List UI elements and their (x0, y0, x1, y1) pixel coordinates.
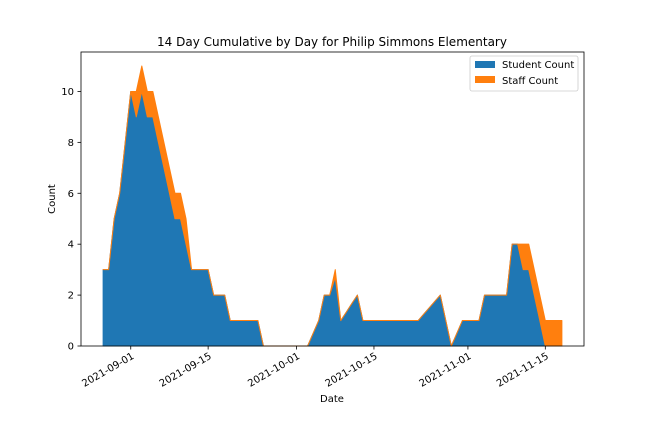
y-tick-label: 0 (68, 342, 74, 353)
y-tick-label: 4 (68, 240, 74, 251)
y-axis: 0 2 4 6 8 10 (61, 87, 81, 353)
plot-frame (80, 51, 585, 347)
x-axis-label: Date (320, 394, 344, 405)
legend-entry-staff: Staff Count (475, 76, 558, 87)
area-student-count (102, 90, 563, 347)
chart-title: 14 Day Cumulative by Day for Philip Simm… (157, 35, 507, 49)
y-tick-label: 10 (61, 87, 74, 98)
x-tick-label: 2021-11-01 (418, 351, 474, 390)
y-tick-label: 2 (68, 291, 74, 302)
legend: Student Count Staff Count (469, 55, 579, 92)
x-tick-label: 2021-10-15 (324, 351, 380, 390)
area-staff-count (102, 65, 563, 347)
legend-box (469, 55, 579, 92)
y-axis-label: Count (47, 184, 58, 214)
legend-label-staff: Staff Count (502, 76, 558, 87)
plot-areas (102, 65, 563, 347)
x-tick-label: 2021-09-01 (80, 351, 136, 390)
legend-entry-student: Student Count (475, 60, 574, 71)
y-tick-label: 8 (68, 138, 74, 149)
x-axis: 2021-09-01 2021-09-15 2021-10-01 2021-10-15… (80, 346, 551, 390)
x-tick-label: 2021-09-15 (158, 351, 214, 390)
legend-swatch-staff (475, 76, 495, 83)
x-tick-label: 2021-10-01 (246, 351, 302, 390)
legend-label-student: Student Count (502, 60, 574, 71)
y-tick-label: 6 (68, 189, 74, 200)
x-tick-label: 2021-11-15 (495, 351, 551, 390)
legend-swatch-student (475, 61, 495, 68)
